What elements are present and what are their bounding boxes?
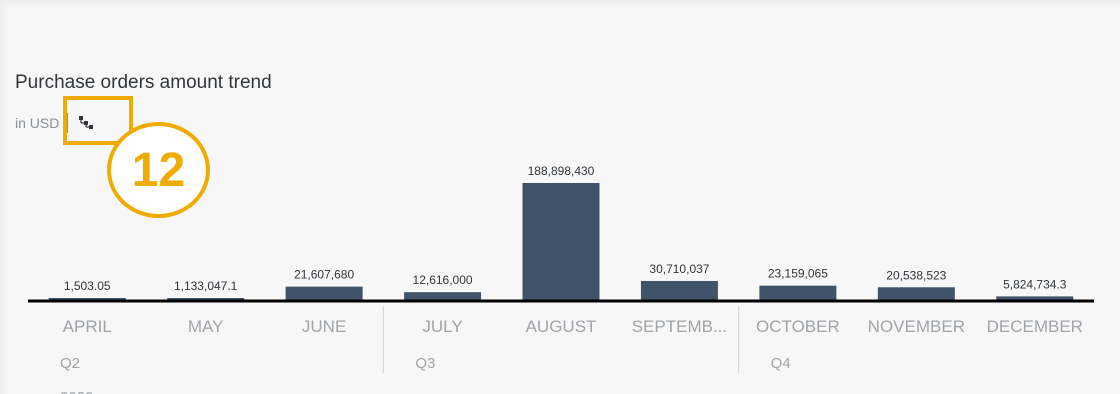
data-label: 188,898,430 <box>528 164 595 178</box>
year-label: 2020 <box>60 389 93 394</box>
bar[interactable] <box>640 280 718 300</box>
icon-highlight-box <box>63 96 133 145</box>
subtitle-divider <box>67 113 69 133</box>
drill-down-hierarchy-icon[interactable] <box>77 114 95 132</box>
chart-title: Purchase orders amount trend <box>15 72 272 93</box>
bar[interactable] <box>167 298 245 300</box>
chart-subtitle-row: in USD <box>15 112 95 134</box>
bar[interactable] <box>48 298 126 300</box>
bar[interactable] <box>759 285 837 300</box>
data-label: 5,824,734.3 <box>1003 277 1067 291</box>
bar[interactable] <box>996 296 1074 300</box>
data-label: 12,616,000 <box>413 273 473 287</box>
bar[interactable] <box>285 286 363 300</box>
data-label: 23,159,065 <box>768 267 828 281</box>
data-label: 30,710,037 <box>649 262 709 276</box>
data-label: 20,538,523 <box>886 268 946 282</box>
x-tick-label: JULY <box>422 317 462 336</box>
step-badge: 12 <box>107 122 210 218</box>
x-tick-label: AUGUST <box>526 317 597 336</box>
bar[interactable] <box>877 287 955 300</box>
quarter-label: Q4 <box>771 355 791 372</box>
data-label: 21,607,680 <box>294 268 354 282</box>
x-tick-label: DECEMBER <box>987 317 1083 336</box>
x-tick-label: APRIL <box>63 317 112 336</box>
x-tick-label: OCTOBER <box>756 317 840 336</box>
x-tick-label: JUNE <box>302 317 346 336</box>
bar[interactable] <box>522 183 600 300</box>
data-label: 1,133,047.1 <box>174 279 238 293</box>
bar[interactable] <box>404 292 482 300</box>
unit-label: in USD <box>15 115 60 131</box>
x-tick-label: MAY <box>188 317 224 336</box>
data-label: 1,503.05 <box>64 279 111 293</box>
x-tick-label: NOVEMBER <box>868 317 965 336</box>
quarter-label: Q3 <box>415 355 435 372</box>
quarter-label: Q2 <box>60 355 80 372</box>
x-tick-label: SEPTEMB... <box>632 317 727 336</box>
